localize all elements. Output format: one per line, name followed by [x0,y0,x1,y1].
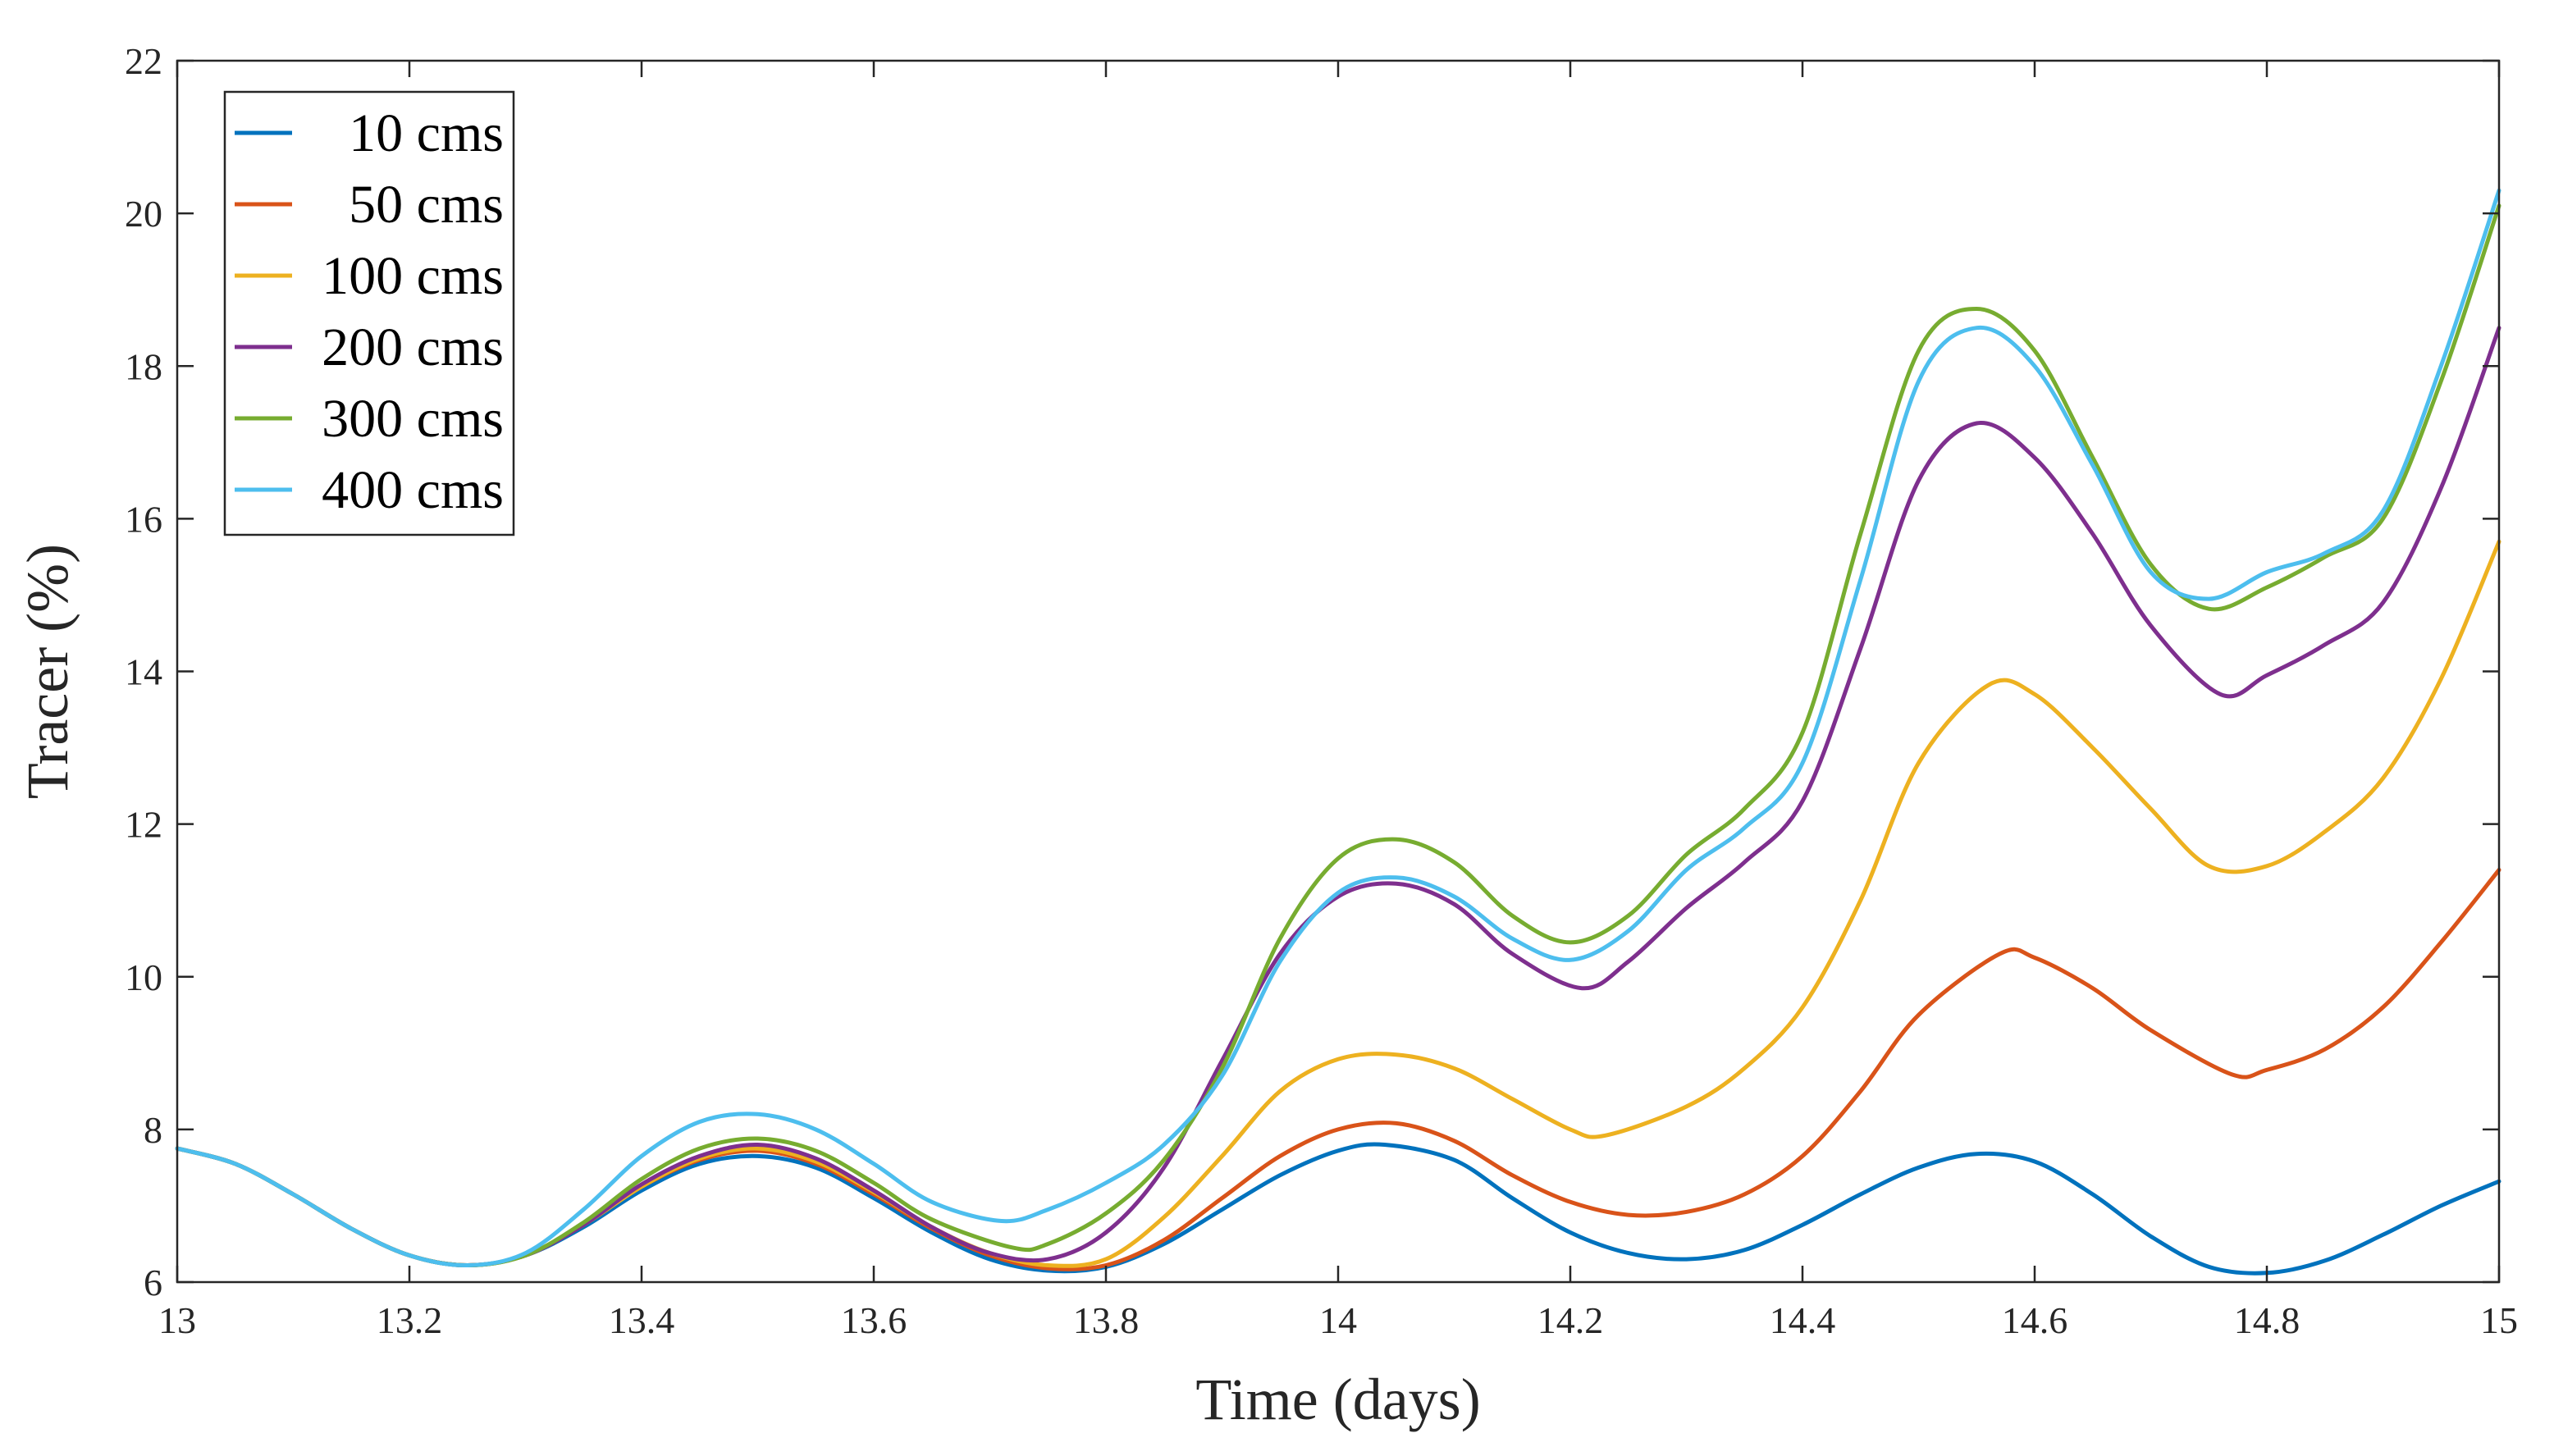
legend: 10 cms 50 cms 100 cms 200 cms 300 cms 400 cms [223,90,515,536]
series-line-400-cms [175,188,2501,1268]
x-tick-label: 15 [2480,1299,2518,1341]
y-axis-title: Tracer (%) [15,544,80,799]
x-tick-label: 13.6 [841,1299,907,1341]
legend-label: 50 cms [349,175,504,235]
x-tick-label: 13.8 [1073,1299,1140,1341]
x-tick-label: 14 [1319,1299,1357,1341]
y-tick-label: 8 [144,1109,162,1151]
legend-label: 300 cms [322,389,504,449]
y-tick-label: 14 [125,651,162,693]
y-tick-label: 22 [125,40,162,82]
series-line-200-cms [175,326,2501,1267]
legend-label: 200 cms [322,317,504,377]
y-axis-ticks: 6 8 10 12 14 16 18 20 22 [125,40,2499,1303]
plot-area [177,61,2499,1282]
series-layer [175,188,2501,1276]
y-tick-label: 16 [125,498,162,540]
x-tick-label: 14.8 [2234,1299,2300,1341]
y-tick-label: 18 [125,345,162,387]
y-tick-label: 6 [144,1262,162,1303]
x-tick-label: 14.4 [1770,1299,1836,1341]
legend-label: 100 cms [322,246,504,306]
legend-label: 10 cms [349,103,504,163]
x-tick-label: 14.6 [2002,1299,2068,1341]
x-axis-title: Time (days) [1195,1367,1480,1432]
series-line-300-cms [175,203,2501,1267]
x-tick-label: 13 [158,1299,196,1341]
x-axis-ticks: 13 13.2 13.4 13.6 13.8 14 14.2 14.4 14.6 14.8 15 [158,61,2518,1341]
y-tick-label: 20 [125,193,162,235]
legend-label: 400 cms [322,460,504,520]
y-tick-label: 12 [125,804,162,846]
x-tick-label: 14.2 [1537,1299,1604,1341]
x-tick-label: 13.2 [377,1299,443,1341]
x-tick-label: 13.4 [609,1299,675,1341]
legend-box [223,90,515,536]
y-tick-label: 10 [125,956,162,998]
